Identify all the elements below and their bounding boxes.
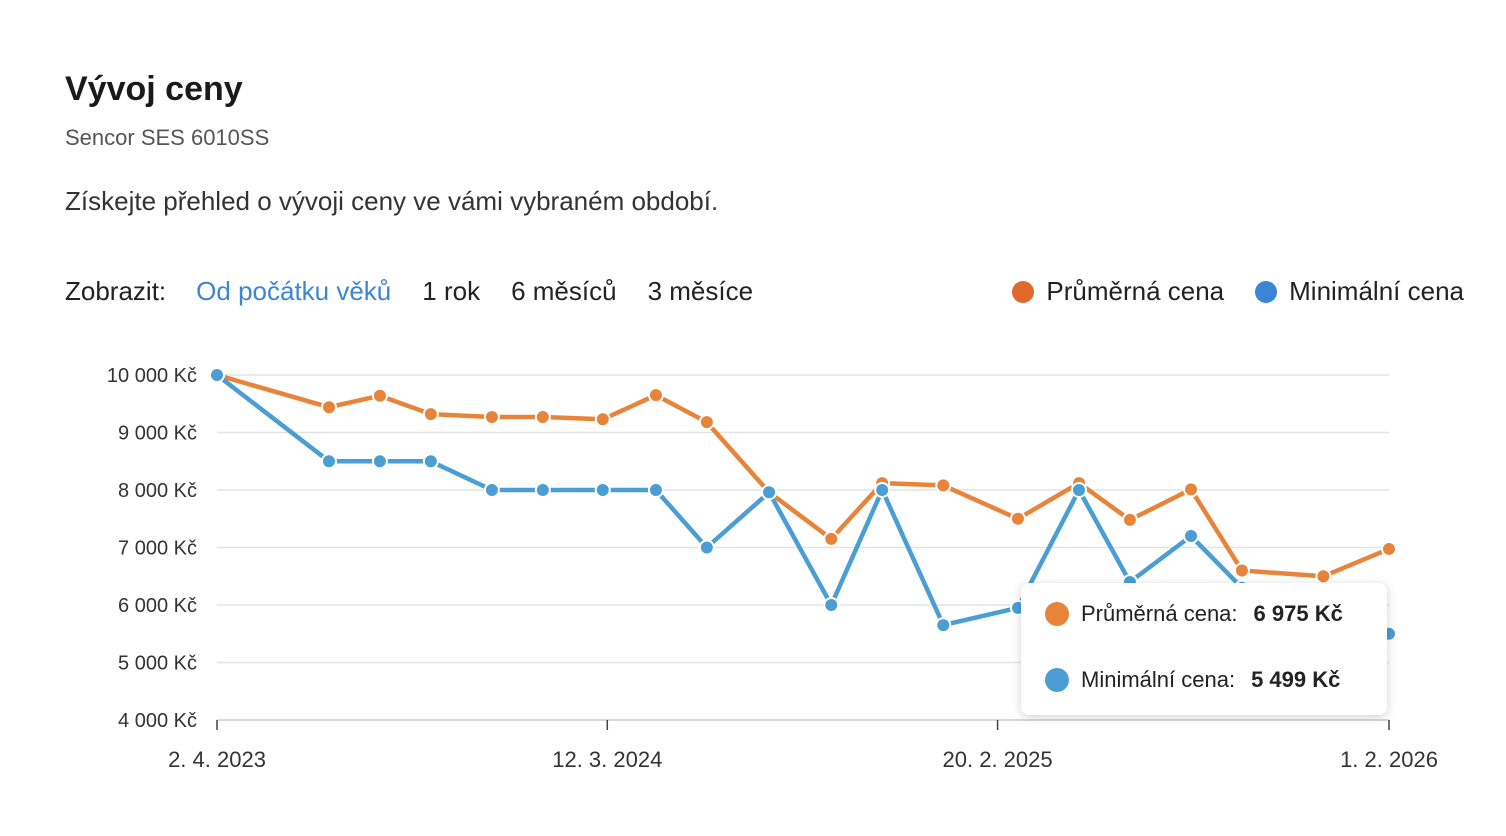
range-all-time[interactable]: Od počátku věků	[196, 276, 392, 306]
range-selector: Zobrazit: Od počátku věků 1 rok 6 měsíců…	[65, 276, 784, 307]
data-point-average	[1315, 568, 1332, 585]
chart-tooltip: Průměrná cena: 6 975 Kč Minimální cena: …	[1021, 583, 1387, 715]
data-point-average	[698, 414, 715, 431]
range-1-year[interactable]: 1 rok	[422, 276, 481, 306]
x-tick-label: 1. 2. 2026	[1340, 747, 1438, 772]
y-tick-label: 10 000 Kč	[107, 365, 197, 387]
legend-dot-minimum	[1255, 280, 1278, 303]
data-point-average	[483, 408, 500, 425]
tooltip-row-average: Průměrná cena: 6 975 Kč	[1045, 601, 1343, 627]
data-point-minimum	[371, 453, 388, 470]
chart-legend: Průměrná cena Minimální cena	[981, 276, 1464, 307]
legend-dot-average	[1012, 280, 1035, 303]
data-point-average	[1233, 562, 1250, 579]
data-point-average	[1183, 481, 1200, 498]
data-point-minimum	[761, 484, 778, 501]
data-point-minimum	[823, 597, 840, 613]
legend-label-average: Průměrná cena	[1046, 276, 1225, 306]
y-tick-label: 8 000 Kč	[118, 480, 197, 502]
x-tick-label: 12. 3. 2024	[552, 747, 662, 772]
data-point-minimum	[1071, 482, 1088, 498]
y-tick-label: 4 000 Kč	[118, 710, 197, 732]
data-point-minimum	[422, 453, 439, 470]
range-6-months[interactable]: 6 měsíců	[511, 276, 617, 306]
series-line-minimum	[214, 372, 1392, 654]
range-label: Zobrazit:	[65, 276, 167, 306]
y-tick-label: 9 000 Kč	[118, 423, 197, 445]
data-point-minimum	[594, 482, 611, 498]
y-tick-label: 5 000 Kč	[118, 653, 197, 675]
data-point-minimum	[647, 482, 664, 498]
series-line-average	[214, 372, 1392, 579]
data-point-minimum	[483, 482, 500, 498]
data-point-minimum	[320, 453, 337, 470]
data-point-average	[1381, 540, 1397, 557]
data-point-average	[823, 530, 840, 547]
tooltip-label-minimum: Minimální cena:	[1081, 667, 1236, 692]
data-point-average	[371, 387, 388, 404]
data-point-average	[422, 406, 439, 423]
data-point-minimum	[209, 367, 225, 383]
tooltip-dot-average	[1045, 602, 1069, 626]
x-tick-label: 20. 2. 2025	[943, 747, 1053, 772]
data-point-average	[594, 411, 611, 428]
data-point-average	[935, 477, 952, 494]
description-text: Získejte přehled o vývoji ceny ve vámi v…	[65, 186, 719, 216]
data-point-average	[320, 399, 337, 416]
data-point-average	[1121, 511, 1138, 528]
data-point-minimum	[698, 539, 715, 556]
y-tick-label: 7 000 Kč	[118, 538, 197, 560]
data-point-average	[534, 408, 551, 425]
product-name: Sencor SES 6010SS	[65, 125, 270, 150]
y-tick-label: 6 000 Kč	[118, 595, 197, 617]
data-point-minimum	[1183, 528, 1200, 544]
tooltip-label-average: Průměrná cena:	[1081, 601, 1238, 626]
tooltip-dot-minimum	[1045, 668, 1069, 692]
data-point-minimum	[534, 482, 551, 498]
data-point-minimum	[874, 482, 891, 498]
legend-item-minimum[interactable]: Minimální cena	[1255, 276, 1464, 307]
legend-item-average[interactable]: Průměrná cena	[1012, 276, 1224, 307]
tooltip-value-average: 6 975 Kč	[1253, 601, 1343, 626]
x-tick-label: 2. 4. 2023	[168, 747, 266, 772]
legend-label-minimum: Minimální cena	[1289, 276, 1464, 306]
page-title: Vývoj ceny	[65, 70, 243, 108]
data-point-average	[647, 387, 664, 404]
data-point-average	[1009, 510, 1026, 527]
data-point-minimum	[935, 617, 952, 634]
range-3-months[interactable]: 3 měsíce	[647, 276, 754, 306]
tooltip-value-minimum: 5 499 Kč	[1251, 667, 1341, 692]
tooltip-row-minimum: Minimální cena: 5 499 Kč	[1045, 667, 1340, 693]
